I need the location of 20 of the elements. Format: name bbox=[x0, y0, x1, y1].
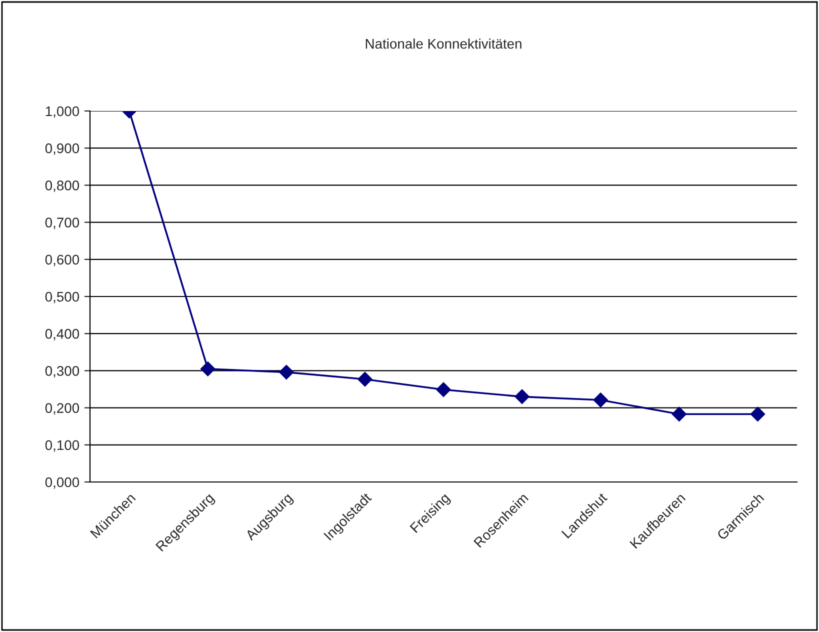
y-tick-label: 0,900 bbox=[45, 143, 80, 155]
point bbox=[358, 372, 372, 387]
y-tick-label: 0,800 bbox=[45, 180, 80, 192]
chart-title: Nationale Konnektivitäten bbox=[366, 38, 522, 49]
point bbox=[278, 364, 294, 380]
y-tick-label: 0,200 bbox=[45, 403, 80, 415]
y-tick-label: 0,100 bbox=[45, 440, 80, 452]
y-tick-label: 1,000 bbox=[46, 106, 80, 118]
point bbox=[436, 382, 451, 398]
y-tick-label: 0,600 bbox=[45, 254, 80, 266]
point bbox=[593, 392, 608, 408]
point bbox=[514, 389, 530, 404]
y-tick-label: 0,300 bbox=[45, 366, 80, 378]
y-tick-label: 0,000 bbox=[45, 477, 80, 489]
point bbox=[200, 361, 216, 376]
y-tick-label: 0,500 bbox=[45, 292, 80, 304]
point bbox=[750, 406, 766, 422]
y-tick-label: 0,400 bbox=[45, 328, 80, 340]
y-tick-label: 0,700 bbox=[45, 218, 80, 230]
point bbox=[672, 406, 687, 422]
